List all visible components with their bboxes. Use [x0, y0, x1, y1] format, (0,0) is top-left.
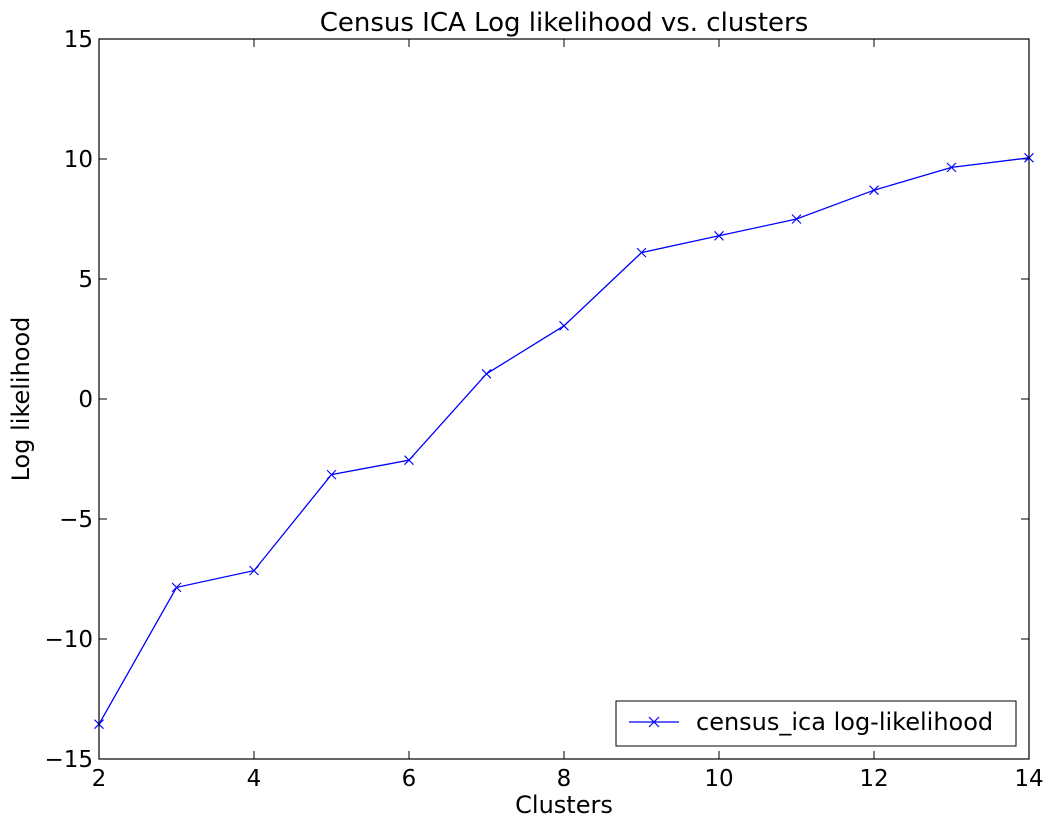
y-axis-label: Log likelihood [7, 317, 35, 482]
data-point [171, 582, 182, 593]
legend-box [615, 700, 1017, 747]
y-tick-label: 15 [64, 27, 93, 53]
plot-area [94, 152, 1034, 730]
axes-frame [98, 38, 1030, 760]
data-point [326, 469, 337, 480]
data-point [249, 565, 259, 576]
data-point [791, 214, 802, 224]
x-tick-label: 4 [247, 766, 262, 792]
x-axis-label: Clusters [515, 791, 613, 819]
y-tick-label: 0 [78, 387, 93, 413]
x-tick-label: 2 [92, 766, 107, 792]
y-tick-label: 10 [64, 147, 93, 173]
y-tick-label: 5 [78, 267, 93, 293]
data-point [404, 455, 414, 466]
legend: census_ica log-likelihood [615, 700, 1017, 747]
series-line [98, 157, 1030, 725]
legend-marker [648, 716, 660, 728]
y-tick-label: −10 [44, 627, 93, 653]
x-tick-label: 14 [1014, 766, 1043, 792]
y-tick-label: −5 [59, 507, 93, 533]
legend-label: census_ica log-likelihood [696, 708, 993, 736]
chart-title: Census ICA Log likelihood vs. clusters [320, 8, 809, 38]
x-tick-label: 12 [859, 766, 888, 792]
x-tick-label: 8 [557, 766, 572, 792]
data-point [481, 368, 492, 379]
y-tick-label: −15 [44, 747, 93, 773]
data-point [869, 185, 879, 196]
x-tick-label: 10 [704, 766, 733, 792]
ticks: 2 4 6 8 10 12 14 −15 −10 −5 0 5 10 15 [44, 27, 1043, 792]
x-tick-label: 6 [402, 766, 417, 792]
data-point [559, 320, 569, 331]
data-point [714, 230, 724, 241]
data-point [946, 162, 957, 173]
data-point [636, 247, 647, 258]
